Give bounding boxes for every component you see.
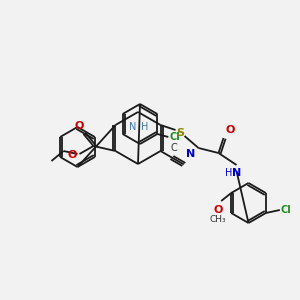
Text: Cl: Cl <box>281 205 292 215</box>
Text: N: N <box>232 168 241 178</box>
Text: O: O <box>226 125 235 135</box>
Text: O: O <box>75 121 84 131</box>
Text: O: O <box>214 205 223 215</box>
Text: CH₃: CH₃ <box>210 215 226 224</box>
Text: N: N <box>186 149 195 159</box>
Text: H: H <box>225 168 232 178</box>
Text: Cl: Cl <box>169 132 180 142</box>
Text: H: H <box>141 122 148 132</box>
Text: S: S <box>176 128 184 138</box>
Text: N: N <box>129 122 136 132</box>
Text: O: O <box>67 150 76 160</box>
Text: C: C <box>170 143 177 153</box>
